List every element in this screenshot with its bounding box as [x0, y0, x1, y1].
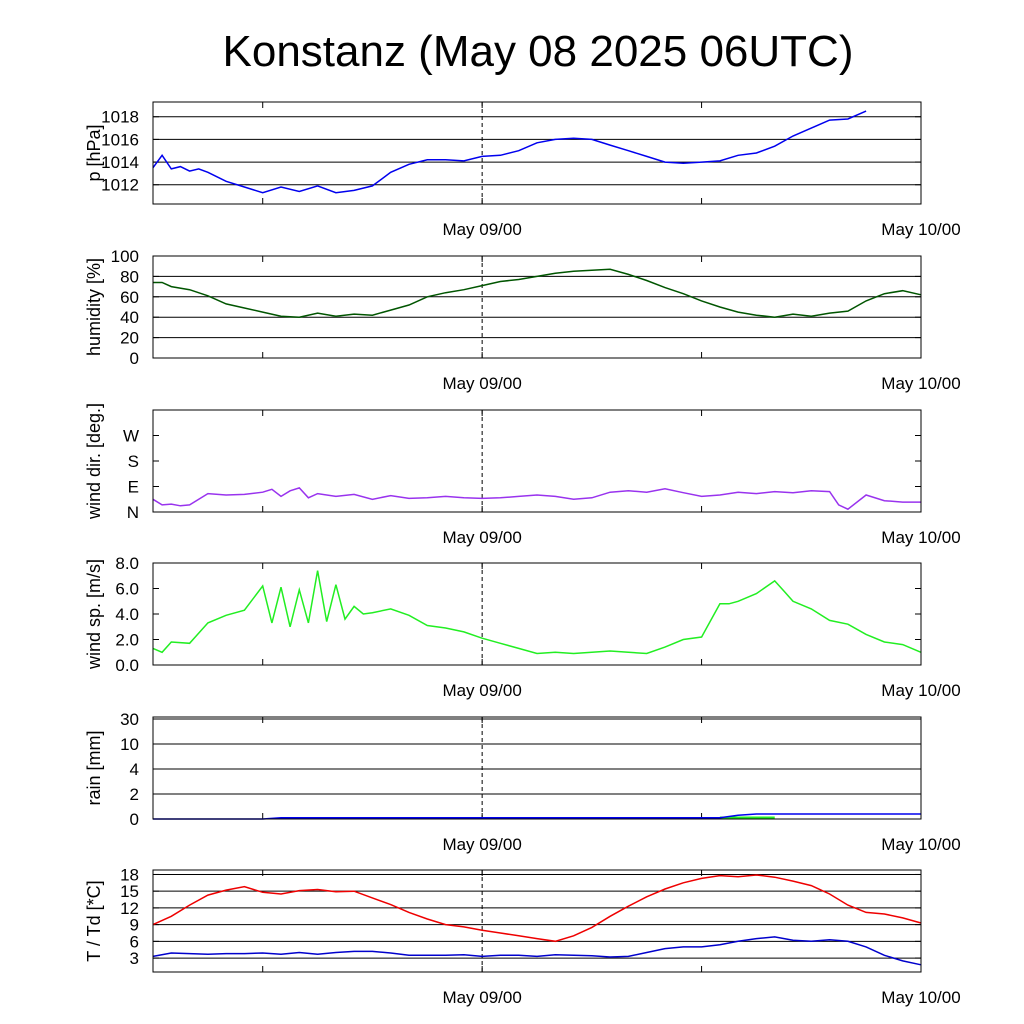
y-tick-label: 0 — [130, 349, 139, 368]
y-tick-label: 1018 — [101, 108, 139, 127]
y-tick-label: W — [123, 427, 139, 446]
x-tick-label: May 09/00 — [442, 528, 521, 547]
y-tick-label: 20 — [120, 329, 139, 348]
x-tick-label: May 10/00 — [881, 374, 960, 393]
plot-frame — [152, 716, 922, 820]
plot-frame — [152, 869, 922, 973]
y-tick-label: 100 — [111, 247, 139, 266]
panel-rain: 0 2 4 10 30 May 09/00 May 10/00 rain [mm] — [84, 710, 961, 854]
x-tick-label: May 09/00 — [442, 220, 521, 239]
y-tick-label: 80 — [120, 267, 139, 286]
y-tick-label: N — [127, 503, 139, 522]
x-tick-label: May 10/00 — [881, 528, 960, 547]
y-axis-label: rain [mm] — [84, 730, 104, 805]
y-tick-label: 6.0 — [115, 580, 139, 599]
y-tick-label: 18 — [120, 865, 139, 884]
series-line-wind_speed-0 — [152, 570, 922, 655]
x-tick-label: May 10/00 — [881, 220, 960, 239]
y-axis-label: wind sp. [m/s] — [84, 559, 104, 670]
y-axis-label: wind dir. [deg.] — [84, 403, 104, 520]
y-tick-label: 60 — [120, 288, 139, 307]
y-tick-label: 2 — [130, 785, 139, 804]
y-axis-label: p [hPa] — [84, 124, 104, 181]
y-tick-label: 0.0 — [115, 656, 139, 675]
y-tick-label: 9 — [130, 916, 139, 935]
y-tick-label: 12 — [120, 899, 139, 918]
y-tick-label: 30 — [120, 710, 139, 729]
y-tick-label: 15 — [120, 882, 139, 901]
x-tick-label: May 09/00 — [442, 681, 521, 700]
series-line-pressure-0 — [152, 110, 867, 194]
plot-frame — [152, 562, 922, 666]
y-tick-label: 4.0 — [115, 605, 139, 624]
x-tick-label: May 09/00 — [442, 835, 521, 854]
plot-frame — [152, 101, 922, 205]
y-tick-label: 1016 — [101, 130, 139, 149]
y-tick-label: 0 — [130, 810, 139, 829]
y-tick-label: 1012 — [101, 176, 139, 195]
series-line-humidity-0 — [153, 268, 922, 318]
plot-frame — [152, 409, 922, 513]
y-axis-label: humidity [%] — [84, 258, 104, 356]
series-line-temperature-1 — [152, 936, 922, 966]
y-tick-label: 3 — [130, 949, 139, 968]
y-axis-label: T / Td [*C] — [84, 880, 104, 961]
rain-bar — [719, 816, 775, 819]
y-tick-label: 2.0 — [115, 631, 139, 650]
y-tick-label: 40 — [120, 308, 139, 327]
chart-title: Konstanz (May 08 2025 06UTC) — [223, 27, 854, 76]
series-line-temperature-0 — [152, 874, 922, 943]
x-tick-label: May 10/00 — [881, 681, 960, 700]
plot-frame — [152, 255, 922, 359]
x-tick-label: May 10/00 — [881, 835, 960, 854]
y-tick-label: 10 — [120, 735, 139, 754]
panel-pressure: 1012 1014 1016 1018 May 09/00 May 10/00 p [hPa… — [84, 101, 961, 239]
x-tick-label: May 10/00 — [881, 988, 960, 1007]
series-line-wind_dir-0 — [152, 487, 921, 511]
y-tick-label: E — [128, 478, 139, 497]
x-tick-label: May 09/00 — [442, 988, 521, 1007]
x-tick-label: May 09/00 — [442, 374, 521, 393]
y-tick-label: 4 — [130, 760, 139, 779]
y-tick-label: 8.0 — [115, 554, 139, 573]
panel-wind_speed: 0.0 2.0 4.0 6.0 8.0 May 09/00 May 10/00 wind sp… — [84, 554, 961, 700]
series-line-rain-0 — [153, 813, 921, 820]
y-tick-label: 6 — [130, 932, 139, 951]
y-tick-label: S — [128, 452, 139, 471]
y-tick-label: 1014 — [101, 153, 139, 172]
